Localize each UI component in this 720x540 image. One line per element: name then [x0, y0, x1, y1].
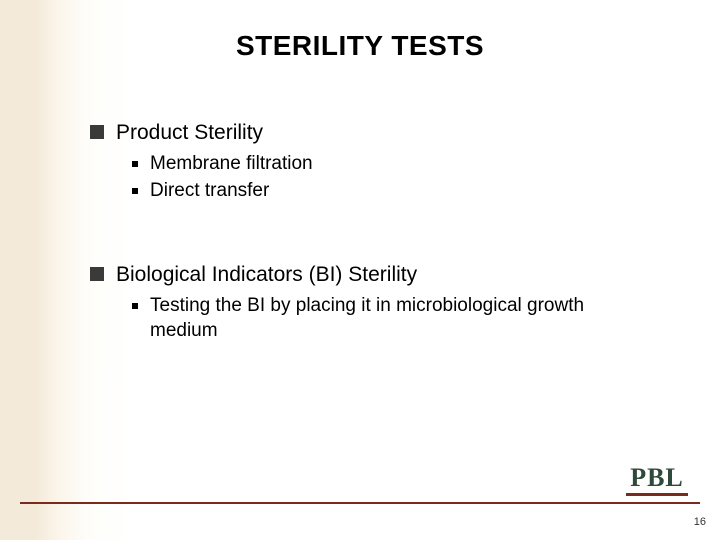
bullet-level2: Testing the BI by placing it in microbio… [132, 294, 660, 343]
level1-text: Product Sterility [116, 120, 263, 146]
page-number: 16 [694, 516, 706, 528]
bullet-level2: Membrane filtration [132, 152, 660, 177]
logo-text: PBL [630, 465, 684, 491]
square-bullet-icon [90, 125, 104, 139]
square-bullet-icon [90, 267, 104, 281]
bullet-level2: Direct transfer [132, 179, 660, 204]
content-block: Biological Indicators (BI) Sterility Tes… [90, 262, 660, 344]
level1-text: Biological Indicators (BI) Sterility [116, 262, 417, 288]
logo-underline [626, 493, 688, 496]
bottom-rule [20, 502, 700, 504]
level2-text: Direct transfer [150, 179, 269, 204]
dot-bullet-icon [132, 303, 138, 309]
bullet-level1: Biological Indicators (BI) Sterility [90, 262, 660, 288]
slide: STERILITY TESTS Product Sterility Membra… [0, 0, 720, 540]
slide-title: STERILITY TESTS [0, 30, 720, 62]
pbl-logo: PBL [626, 465, 688, 496]
dot-bullet-icon [132, 161, 138, 167]
content-block: Product Sterility Membrane filtration Di… [90, 120, 660, 204]
level2-text: Membrane filtration [150, 152, 313, 177]
bullet-level1: Product Sterility [90, 120, 660, 146]
dot-bullet-icon [132, 188, 138, 194]
content-area: Product Sterility Membrane filtration Di… [90, 120, 660, 345]
level2-text: Testing the BI by placing it in microbio… [150, 294, 610, 343]
